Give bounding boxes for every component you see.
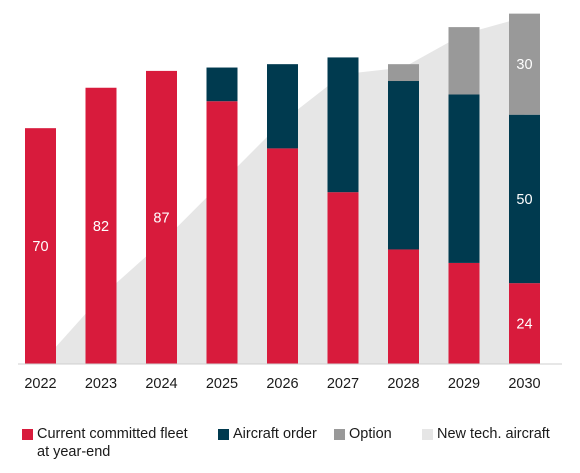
bar-fleet-2022 [25,128,56,364]
legend-label-fleet: Current committed fleet at year-end [37,426,188,460]
legend-item-option: Option [334,425,392,443]
x-tick-label-2028: 2028 [387,376,419,392]
bar-fleet-2029 [448,262,480,364]
bar-order-2028 [388,81,419,250]
bar-layer [25,13,540,365]
bar-order-2027 [327,57,359,193]
bar-fleet-2028 [388,249,419,364]
bar-fleet-2024 [146,70,177,364]
bar-fleet-2026 [267,148,298,364]
bar-order-2030 [509,114,540,284]
legend-label-new-tech: New tech. aircraft [437,426,550,442]
bar-option-2030 [509,13,540,115]
legend-label-option: Option [349,426,392,442]
x-tick-label-2025: 2025 [206,376,238,392]
x-tick-label-2024: 2024 [145,376,177,392]
x-tick-label-2023: 2023 [85,376,117,392]
data-label-option-2030: 30 [516,57,532,73]
bar-fleet-2023 [85,87,117,365]
data-label-fleet-2024: 87 [153,210,169,226]
bar-option-2028 [388,64,419,82]
legend-swatch-option [334,429,345,440]
legend-item-new-tech: New tech. aircraft [422,425,550,443]
x-tick-label-2022: 2022 [24,376,56,392]
bar-order-2029 [448,94,480,263]
data-label-order-2030: 50 [516,192,532,208]
legend-swatch-fleet [22,429,33,440]
data-label-fleet-2030: 24 [516,317,532,333]
legend-item-committed-fleet: Current committed fleet at year-end [22,425,188,461]
x-tick-label-2029: 2029 [448,376,480,392]
bar-order-2025 [206,67,238,102]
legend-swatch-new-tech [422,429,433,440]
x-tick-label-2030: 2030 [508,376,540,392]
x-tick-label-2027: 2027 [327,376,359,392]
bar-fleet-2030 [509,283,540,364]
legend-item-aircraft-order: Aircraft order [218,425,317,443]
bar-order-2026 [267,64,298,149]
legend-swatch-order [218,429,229,440]
data-label-layer: 70 82 87 24 50 30 [32,57,532,332]
x-tick-layer: 2022 2023 2024 2025 2026 2027 2028 2029 2030 [24,376,540,392]
bar-fleet-2025 [206,101,238,364]
data-label-fleet-2023: 82 [93,219,109,235]
data-label-fleet-2022: 70 [32,239,48,255]
legend-label-order: Aircraft order [233,426,317,442]
bar-option-2029 [448,27,480,95]
bar-fleet-2027 [327,192,359,364]
legend: Current committed fleet at year-end Airc… [22,425,578,465]
x-tick-label-2026: 2026 [266,376,298,392]
